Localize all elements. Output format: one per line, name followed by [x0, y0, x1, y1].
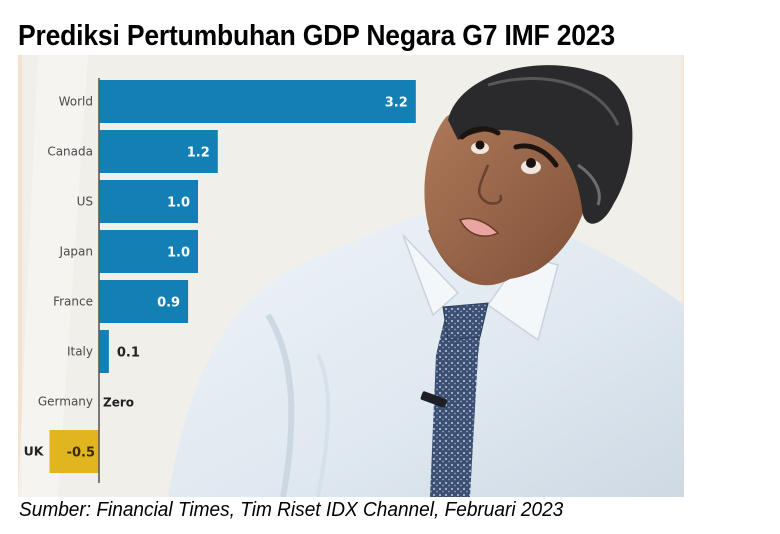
category-label-italy: Italy [67, 345, 93, 359]
category-label-germany: Germany [38, 395, 93, 409]
value-label-canada: 1.2 [187, 146, 210, 161]
face [424, 104, 591, 281]
hair-highlight [487, 77, 620, 126]
light-streak [18, 55, 88, 497]
mouth [458, 217, 500, 237]
eyebrow-left [459, 126, 501, 140]
bar-japan [99, 230, 198, 273]
hair-grey [577, 163, 601, 206]
chart-panel: World 3.2 Canada 1.2 US 1.0 Japan 1.0 France 0.9 I… [18, 55, 684, 497]
eyebrow-right [513, 143, 559, 168]
value-label-france: 0.9 [157, 296, 180, 311]
category-label-uk: UK [24, 444, 45, 459]
tie-knot [442, 302, 489, 341]
bar-chart: World 3.2 Canada 1.2 US 1.0 Japan 1.0 France 0.9 I… [24, 78, 416, 483]
panel-edge-left [18, 55, 22, 497]
shirt [168, 215, 684, 497]
value-label-us: 1.0 [167, 196, 190, 211]
panel-edge-right [681, 55, 684, 497]
bar-world [99, 80, 416, 123]
category-label-world: World [59, 95, 93, 109]
tie [430, 307, 484, 497]
nose [478, 164, 503, 205]
value-label-japan: 1.0 [167, 246, 190, 261]
bar-uk [49, 430, 99, 473]
shirt-fold [265, 313, 295, 497]
person-photo [18, 55, 684, 497]
bar-italy [99, 330, 109, 373]
category-label-france: France [53, 295, 93, 309]
bar-canada [99, 130, 218, 173]
bar-france [99, 280, 189, 323]
pupil-left [475, 140, 485, 150]
value-label-world: 3.2 [385, 96, 408, 111]
value-label-germany: Zero [103, 396, 134, 410]
category-label-us: US [77, 195, 93, 209]
page-title: Prediksi Pertumbuhan GDP Negara G7 IMF 2… [18, 20, 615, 52]
value-label-uk: -0.5 [67, 446, 95, 461]
shirt-fold [316, 354, 331, 497]
labels-layer: World 3.2 Canada 1.2 US 1.0 Japan 1.0 France 0.9 I… [24, 95, 408, 461]
bars-layer [49, 80, 416, 473]
hair [448, 65, 633, 224]
source-caption: Sumber: Financial Times, Tim Riset IDX C… [19, 498, 564, 521]
collar-left [402, 234, 460, 317]
category-label-japan: Japan [59, 245, 93, 259]
lapel-mic-icon [420, 391, 448, 408]
value-label-italy: 0.1 [117, 346, 140, 361]
pupil-right [526, 158, 536, 168]
bar-us [99, 180, 198, 223]
category-label-canada: Canada [47, 145, 93, 159]
